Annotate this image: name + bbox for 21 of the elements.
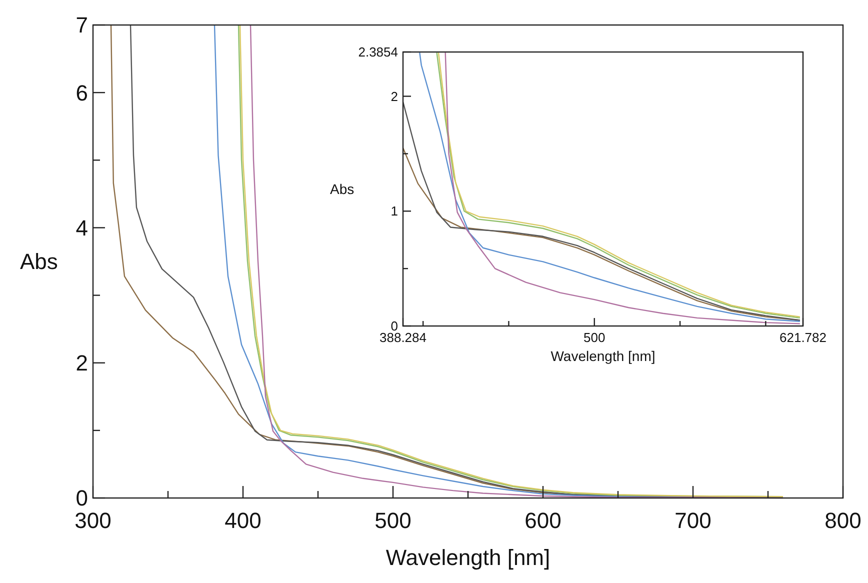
y-tick-label: 4 xyxy=(76,215,88,240)
y-tick-label: 2 xyxy=(76,350,88,376)
y-tick-label: 1 xyxy=(390,204,398,219)
x-tick-label: 300 xyxy=(74,508,112,533)
x-axis-title: Wavelength [nm] xyxy=(386,545,550,570)
line-series xyxy=(402,101,801,321)
x-tick-label: 800 xyxy=(824,508,862,533)
x-tick-label: 500 xyxy=(374,508,412,533)
x-tick-label: 621.782 xyxy=(780,330,826,345)
x-tick-label: 500 xyxy=(584,330,606,345)
y-tick-label: 0 xyxy=(76,486,88,511)
y-tick-label: 6 xyxy=(76,80,88,106)
x-axis-title: Wavelength [nm] xyxy=(550,348,656,364)
y-axis-title: Abs xyxy=(20,249,58,274)
x-tick-label: 400 xyxy=(224,508,262,533)
y-tick-label: 2 xyxy=(390,88,398,104)
y-axis-title: Abs xyxy=(330,180,354,197)
y-tick-label: 2.3854 xyxy=(358,44,398,60)
x-tick-label: 700 xyxy=(674,508,712,533)
x-tick-label: 600 xyxy=(524,508,562,533)
y-tick-label: 7 xyxy=(76,12,88,38)
